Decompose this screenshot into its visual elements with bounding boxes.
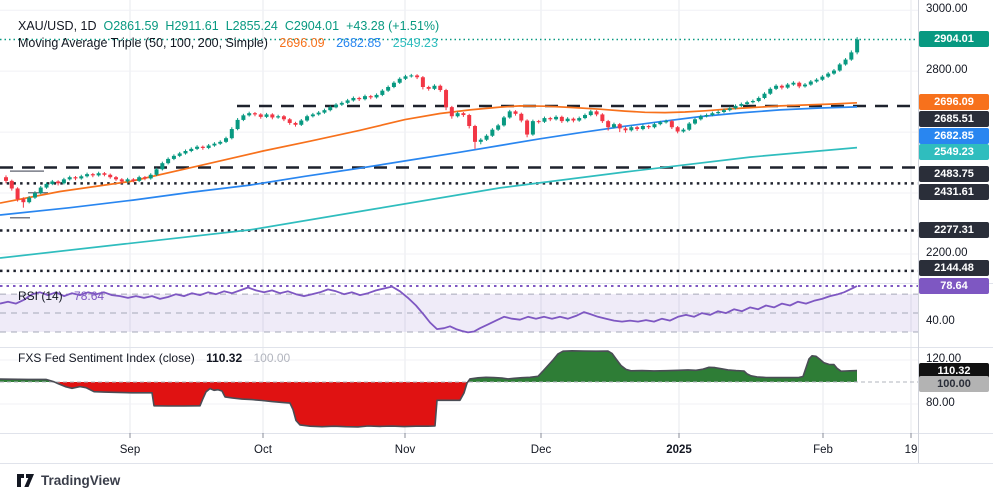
ma-triple-title: Moving Average Triple (50, 100, 200, Sim… — [18, 36, 268, 50]
time-axis-label: Nov — [394, 444, 416, 456]
price-axis-badge: 2685.51 — [919, 111, 989, 127]
price-axis-badge: 110.32 — [919, 363, 989, 379]
price-axis-badge: 2431.61 — [919, 184, 989, 200]
time-axis-label: Sep — [119, 444, 141, 456]
time-axis-label: Oct — [254, 444, 272, 456]
ma100-value: 2682.85 — [336, 36, 382, 50]
ohlc-low: L2855.24 — [225, 19, 278, 33]
time-axis-label: 2025 — [666, 444, 692, 456]
symbol-title: XAU/USD, 1D — [18, 19, 97, 33]
price-axis-badge: 2904.01 — [919, 31, 989, 47]
price-axis-badge: 2682.85 — [919, 128, 989, 144]
price-axis-badge: 2144.48 — [919, 260, 989, 276]
price-axis-badge: 2277.31 — [919, 222, 989, 238]
price-axis-badge: 2483.75 — [919, 166, 989, 182]
price-axis-label: 80.00 — [926, 397, 955, 409]
ohlc-change: +43.28 (+1.51%) — [346, 19, 440, 33]
ma200-value: 2549.23 — [392, 36, 438, 50]
price-axis-label: 40.00 — [926, 315, 955, 327]
ohlc-open: O2861.59 — [103, 19, 159, 33]
price-axis-badge: 100.00 — [919, 376, 989, 392]
rsi-legend[interactable]: RSI (14) 78.64 — [18, 289, 104, 303]
time-axis-label: Dec — [530, 444, 552, 456]
ohlc-close: C2904.01 — [284, 19, 340, 33]
ohlc-high: H2911.61 — [165, 19, 219, 33]
sentiment-title: FXS Fed Sentiment Index (close) — [18, 351, 195, 365]
sentiment-legend[interactable]: FXS Fed Sentiment Index (close) 110.32 1… — [18, 351, 290, 365]
time-axis-label: Feb — [813, 444, 833, 456]
brand-name: TradingView — [41, 473, 121, 488]
price-axis-label: 2200.00 — [926, 247, 968, 259]
price-axis-badge: 78.64 — [919, 278, 989, 294]
time-axis-label: 19 — [904, 444, 918, 456]
symbol-legend[interactable]: XAU/USD, 1D O2861.59 H2911.61 L2855.24 C2904… — [18, 19, 439, 33]
price-axis-label: 2800.00 — [926, 64, 968, 76]
price-axis-badge: 2696.09 — [919, 94, 989, 110]
tradingview-attribution[interactable]: TradingView — [16, 472, 120, 489]
tradingview-logo-icon — [17, 474, 34, 487]
sentiment-value: 110.32 — [206, 351, 243, 365]
ma50-value: 2696.09 — [279, 36, 325, 50]
rsi-title: RSI (14) — [18, 289, 63, 303]
price-axis-badge: 2549.23 — [919, 144, 989, 160]
rsi-value: 78.64 — [74, 289, 105, 303]
price-axis-label: 3000.00 — [926, 3, 968, 15]
sentiment-baseline-value: 100.00 — [253, 351, 291, 365]
price-axis-label: 120.00 — [926, 353, 962, 365]
ma-triple-legend[interactable]: Moving Average Triple (50, 100, 200, Sim… — [18, 36, 438, 50]
